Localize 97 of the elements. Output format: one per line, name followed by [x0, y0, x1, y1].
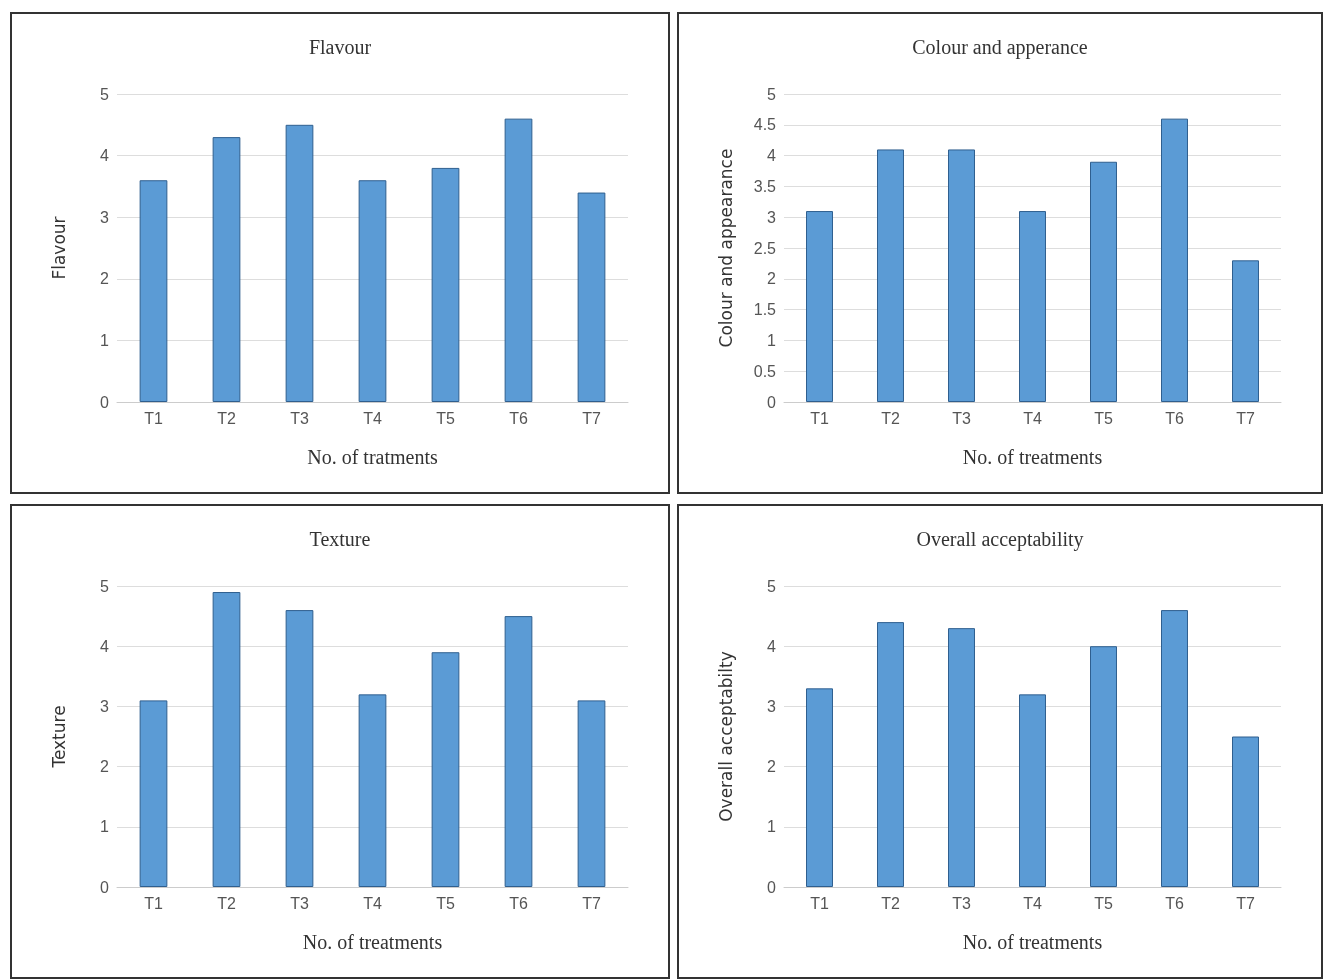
y-tick-label: 1	[767, 331, 777, 349]
bar	[1090, 161, 1117, 402]
y-tick-label: 0	[767, 393, 777, 411]
y-axis-title: Colour and appearance	[715, 148, 736, 348]
bar	[877, 622, 904, 887]
x-tick-label: T6	[1165, 409, 1184, 427]
x-tick-label: T2	[881, 409, 900, 427]
bar	[1161, 118, 1188, 402]
x-tick-label: T5	[1094, 409, 1113, 427]
x-tick-label: T1	[144, 894, 163, 912]
bar	[285, 124, 314, 402]
y-tick-label: 1	[100, 818, 110, 836]
bar	[577, 700, 606, 887]
x-axis-title: No. of treatments	[962, 446, 1103, 468]
y-tick-label: 4	[100, 147, 110, 165]
bar	[1161, 610, 1188, 887]
x-tick-label: T2	[881, 894, 900, 912]
y-tick-label: 1	[100, 331, 110, 349]
x-tick-label: T1	[810, 409, 829, 427]
x-tick-label: T5	[436, 409, 455, 427]
y-tick-label: 0	[100, 878, 110, 896]
bar	[285, 610, 314, 887]
y-tick-label: 4	[767, 147, 777, 165]
y-tick-label: 2	[100, 758, 110, 776]
bar	[948, 628, 975, 887]
x-tick-label: T1	[810, 894, 829, 912]
bar	[212, 137, 241, 402]
y-tick-label: 2	[100, 270, 110, 288]
bar	[358, 180, 387, 402]
bar	[948, 149, 975, 402]
x-tick-label: T6	[509, 409, 528, 427]
x-tick-label: T7	[582, 894, 601, 912]
bar	[577, 192, 606, 402]
x-tick-label: T7	[1236, 894, 1255, 912]
x-tick-label: T7	[582, 409, 601, 427]
bar	[504, 118, 533, 402]
bar	[1232, 736, 1259, 887]
y-tick-label: 2	[767, 270, 777, 288]
y-tick-label: 5	[100, 577, 110, 595]
y-tick-label: 5	[767, 577, 777, 595]
y-tick-label: 3	[767, 697, 777, 715]
x-tick-label: T6	[1165, 894, 1184, 912]
y-tick-label: 1.5	[753, 301, 777, 319]
x-axis-title: No. of treatments	[302, 931, 443, 953]
x-tick-label: T6	[509, 894, 528, 912]
x-tick-label: T1	[144, 409, 163, 427]
y-tick-label: 3	[767, 208, 777, 226]
bar	[504, 616, 533, 887]
x-tick-label: T7	[1236, 409, 1255, 427]
y-tick-label: 0	[100, 393, 110, 411]
y-tick-label: 3	[100, 697, 110, 715]
x-tick-label: T4	[363, 409, 382, 427]
bar	[877, 149, 904, 402]
y-tick-label: 1	[767, 818, 777, 836]
bar	[1019, 694, 1046, 887]
x-tick-label: T2	[217, 894, 236, 912]
bar	[806, 688, 833, 887]
x-tick-label: T3	[290, 409, 309, 427]
y-tick-label: 0.5	[753, 362, 777, 380]
y-tick-label: 4	[100, 637, 110, 655]
y-tick-label: 2	[767, 758, 777, 776]
y-tick-label: 4.5	[753, 116, 777, 134]
bar	[1019, 211, 1046, 402]
y-tick-label: 2.5	[753, 239, 777, 257]
chart-title: Flavour	[308, 36, 372, 58]
y-tick-label: 4	[767, 637, 777, 655]
x-tick-label: T3	[952, 894, 971, 912]
y-tick-label: 3.5	[753, 177, 777, 195]
y-tick-label: 0	[767, 878, 777, 896]
chart-title: Texture	[309, 528, 371, 550]
x-tick-label: T5	[436, 894, 455, 912]
x-tick-label: T4	[1023, 894, 1042, 912]
x-axis-title: No. of treatments	[962, 931, 1103, 953]
y-tick-label: 3	[100, 208, 110, 226]
x-tick-label: T4	[1023, 409, 1042, 427]
bar	[431, 167, 460, 402]
bar	[431, 652, 460, 887]
y-axis-title: Flavour	[48, 216, 69, 280]
y-tick-label: 5	[767, 85, 777, 103]
chart-title: Overall acceptability	[916, 528, 1084, 551]
x-tick-label: T3	[952, 409, 971, 427]
x-tick-label: T2	[217, 409, 236, 427]
y-tick-label: 5	[100, 85, 110, 103]
x-tick-label: T3	[290, 894, 309, 912]
bar	[358, 694, 387, 887]
bar	[1090, 646, 1117, 887]
bar	[139, 700, 168, 887]
x-tick-label: T4	[363, 894, 382, 912]
bar	[139, 180, 168, 402]
bar	[212, 592, 241, 887]
y-axis-title: Texture	[48, 705, 69, 769]
x-axis-title: No. of tratments	[307, 446, 438, 468]
bar	[806, 211, 833, 402]
y-axis-title: Overall acceptabilty	[715, 651, 736, 822]
bar	[1232, 260, 1259, 402]
x-tick-label: T5	[1094, 894, 1113, 912]
chart-title: Colour and apperance	[912, 36, 1088, 59]
